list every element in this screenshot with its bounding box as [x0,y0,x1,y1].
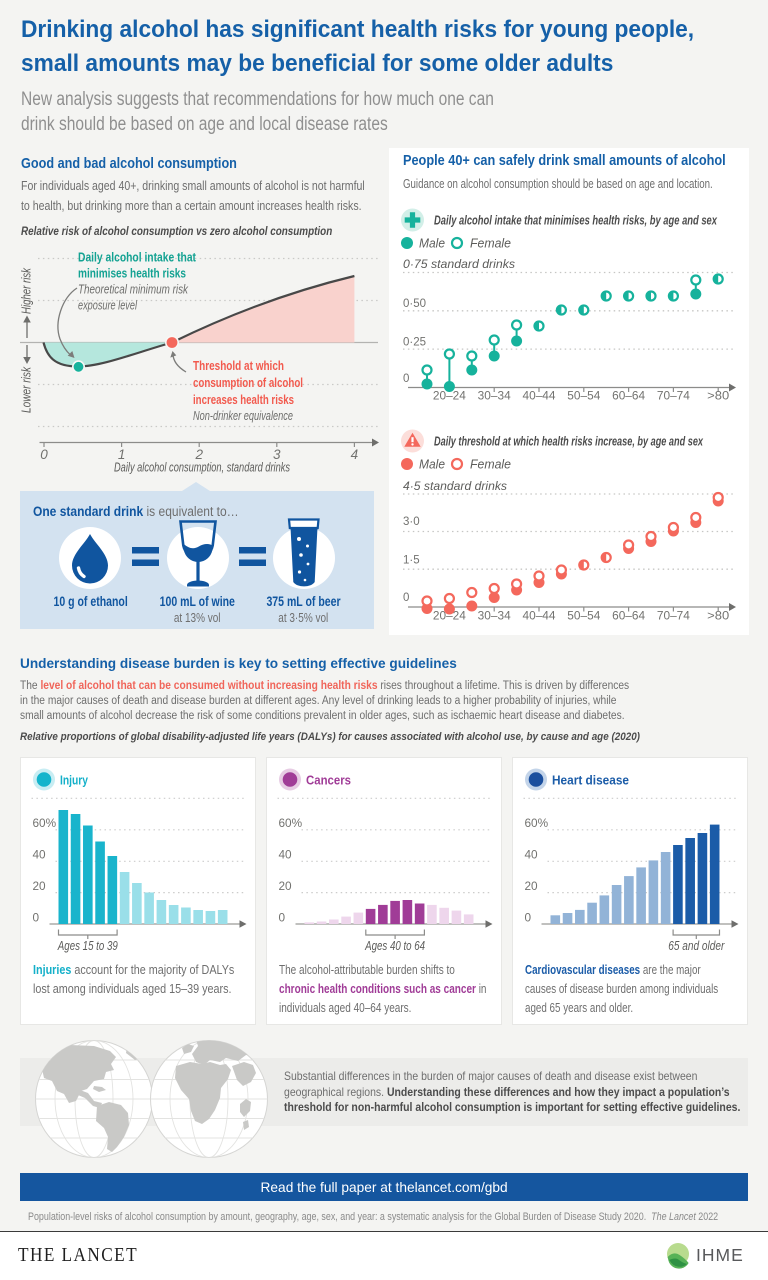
svg-text:60%: 60% [279,816,303,830]
svg-text:>80: >80 [707,611,729,623]
svg-text:0·50: 0·50 [403,298,426,310]
svg-text:0: 0 [403,373,409,385]
svg-text:65 and older: 65 and older [668,938,725,953]
svg-text:0·75 standard drinks: 0·75 standard drinks [403,257,515,271]
svg-text:60%: 60% [525,816,549,830]
svg-text:Non-drinker equivalence: Non-drinker equivalence [193,409,293,423]
svg-text:20: 20 [525,879,539,893]
svg-text:Female: Female [470,457,511,472]
svg-text:4·5 standard drinks: 4·5 standard drinks [403,479,507,493]
svg-text:20–24: 20–24 [433,611,467,623]
svg-text:Daily alcohol intake that: Daily alcohol intake that [78,250,197,265]
svg-text:30–34: 30–34 [478,611,512,623]
svg-text:40: 40 [33,848,47,862]
svg-text:60–64: 60–64 [612,391,646,403]
svg-text:0: 0 [40,447,48,462]
svg-text:Daily alcohol intake that mini: Daily alcohol intake that minimises heal… [434,214,718,228]
svg-text:20: 20 [33,879,47,893]
svg-text:40–44: 40–44 [523,391,557,403]
svg-text:Heart disease: Heart disease [552,773,629,788]
svg-text:20–24: 20–24 [433,391,467,403]
svg-text:Ages 40 to 64: Ages 40 to 64 [364,938,425,953]
svg-text:Cancers: Cancers [306,773,351,788]
svg-text:increases health risks: increases health risks [193,392,294,407]
svg-text:0: 0 [525,911,532,925]
svg-text:Ages 15 to 39: Ages 15 to 39 [57,938,118,953]
svg-text:70–74: 70–74 [657,611,691,623]
svg-text:>80: >80 [707,391,729,403]
svg-text:Lower risk: Lower risk [20,366,34,413]
svg-text:Female: Female [470,236,511,251]
svg-text:50–54: 50–54 [567,391,601,403]
svg-text:1·5: 1·5 [403,555,420,567]
svg-text:60–64: 60–64 [612,611,646,623]
svg-text:Higher risk: Higher risk [20,267,34,314]
svg-text:40: 40 [279,848,293,862]
svg-text:Male: Male [419,236,445,251]
svg-text:Threshold at which: Threshold at which [193,358,284,373]
svg-text:consumption of alcohol: consumption of alcohol [193,375,303,390]
svg-text:70–74: 70–74 [657,391,691,403]
svg-text:2: 2 [194,447,203,462]
svg-text:30–34: 30–34 [478,391,512,403]
svg-text:Daily threshold at which healt: Daily threshold at which health risks in… [434,435,704,449]
svg-text:1: 1 [118,447,126,462]
svg-text:40: 40 [525,848,539,862]
svg-text:Injury: Injury [60,773,89,788]
svg-text:3: 3 [273,447,281,462]
svg-text:4: 4 [351,447,359,462]
svg-text:3·0: 3·0 [403,516,420,528]
svg-text:0: 0 [403,592,409,604]
svg-text:Daily alcohol consumption, sta: Daily alcohol consumption, standard drin… [114,460,290,475]
svg-text:exposure level: exposure level [78,299,138,313]
svg-text:IHME: IHME [696,1245,744,1265]
svg-text:0: 0 [33,911,40,925]
svg-text:50–54: 50–54 [567,611,601,623]
svg-text:20: 20 [279,879,293,893]
svg-text:60%: 60% [33,816,57,830]
svg-text:40–44: 40–44 [523,611,557,623]
svg-text:0·25: 0·25 [403,337,426,349]
svg-text:Theoretical minimum risk: Theoretical minimum risk [78,283,189,297]
svg-text:0: 0 [279,911,286,925]
svg-text:minimises health risks: minimises health risks [78,266,186,281]
svg-text:Male: Male [419,457,445,472]
